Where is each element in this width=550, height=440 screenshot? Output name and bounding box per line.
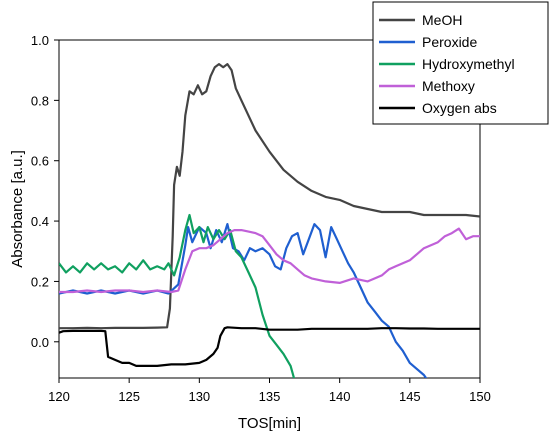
series-line-peroxide (59, 223, 428, 378)
x-axis-label: TOS[min] (238, 415, 301, 432)
legend-label: MeOH (422, 12, 462, 28)
x-axis-ticks: 120 125 130 135 140 145 150 (48, 378, 491, 404)
series-line-methoxy (59, 227, 480, 294)
y-tick-label: 0.8 (31, 93, 49, 108)
x-tick-label: 120 (48, 389, 70, 404)
x-tick-label: 145 (399, 389, 421, 404)
legend-label: Hydroxymethyl (422, 56, 515, 72)
series-layer (59, 62, 480, 378)
y-tick-label: 0.6 (31, 154, 49, 169)
y-tick-label: 0.4 (31, 214, 49, 229)
x-tick-label: 130 (188, 389, 210, 404)
series-line-meoh (59, 62, 480, 330)
legend-label: Oxygen abs (422, 100, 497, 116)
x-tick-label: 140 (329, 389, 351, 404)
x-tick-label: 125 (118, 389, 140, 404)
legend: MeOH Peroxide Hydroxymethyl Methoxy Oxygen a… (372, 1, 549, 125)
y-tick-label: 0.0 (31, 335, 49, 350)
series-line-oxygen-abs (59, 326, 480, 367)
legend-label: Peroxide (422, 34, 477, 50)
y-tick-label: 1.0 (31, 33, 49, 48)
legend-label: Methoxy (422, 78, 475, 94)
y-axis-label: Absorbance [a.u.] (9, 150, 26, 268)
y-axis-ticks: 0.0 0.2 0.4 0.6 0.8 1.0 (31, 33, 59, 350)
x-tick-label: 135 (259, 389, 281, 404)
series-line-hydroxymethyl (59, 213, 296, 378)
x-tick-label: 150 (469, 389, 491, 404)
y-tick-label: 0.2 (31, 274, 49, 289)
